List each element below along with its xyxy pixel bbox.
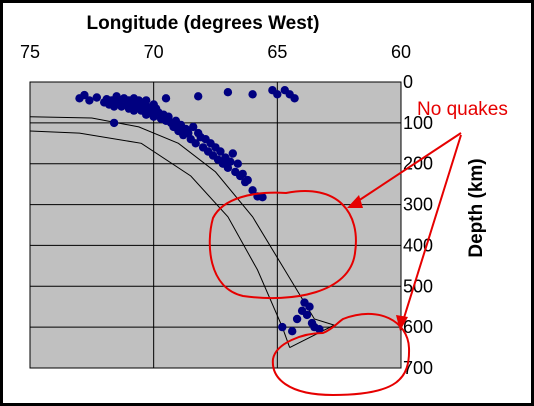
data-point: [194, 92, 203, 101]
annotation-circle-no-quakes-upper: [208, 190, 357, 299]
data-point: [189, 122, 198, 132]
data-point: [238, 169, 247, 179]
data-point: [248, 90, 257, 99]
data-point: [191, 139, 200, 148]
annotation-arrow-line: [354, 132, 462, 204]
data-point: [302, 310, 312, 320]
y-tick-label: 300: [403, 195, 433, 215]
x-tick-label: 60: [391, 42, 411, 62]
y-tick-label: 200: [403, 154, 433, 174]
data-point: [161, 94, 171, 103]
data-point: [248, 186, 257, 195]
data-point: [216, 147, 225, 156]
data-point: [243, 175, 252, 185]
annotation-label: No quakes: [417, 99, 508, 120]
annotation-arrow-line: [402, 134, 462, 322]
data-point: [288, 327, 297, 336]
data-point: [278, 322, 287, 332]
y-axis-title: Depth (km): [466, 158, 487, 257]
data-point: [305, 302, 314, 311]
x-axis-title: Longitude (degrees West): [87, 13, 320, 34]
data-point: [228, 149, 237, 158]
data-point: [292, 314, 302, 324]
data-point: [85, 96, 94, 105]
slab-outline-line: [29, 130, 291, 348]
data-point: [223, 88, 233, 97]
data-point: [80, 90, 89, 100]
annotation-circle-no-quakes-lower: [271, 312, 411, 397]
data-point: [142, 96, 151, 105]
data-point: [258, 193, 267, 202]
x-tick-label: 65: [267, 42, 287, 62]
data-point: [233, 159, 242, 168]
plot-area: [29, 81, 402, 369]
x-tick-label: 75: [20, 42, 40, 62]
data-point: [92, 93, 102, 102]
data-point: [226, 157, 235, 166]
annotation-arrowhead: [347, 195, 363, 208]
y-tick-label: 700: [403, 358, 433, 378]
x-tick-label: 70: [144, 42, 164, 62]
y-tick-label: 600: [403, 317, 433, 337]
y-tick-label: 500: [403, 276, 433, 296]
chart-frame: 75 70 65 60 0 100 200 300 400 500 600 700 Longitude…: [3, 3, 531, 403]
data-point: [315, 325, 324, 334]
data-point: [273, 90, 282, 99]
data-point: [109, 118, 119, 128]
y-tick-label: 100: [403, 113, 433, 133]
y-tick-label: 0: [403, 72, 413, 92]
annotation-arrowhead: [396, 315, 408, 331]
data-point: [290, 94, 299, 103]
